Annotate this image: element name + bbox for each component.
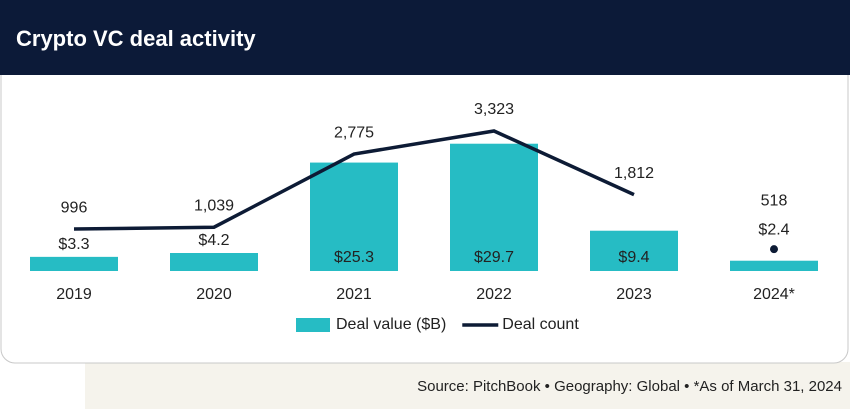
bar <box>310 162 398 271</box>
x-tick-label: 2023 <box>616 286 652 303</box>
x-tick-label: 2024* <box>753 286 795 303</box>
bar-value-label: $4.2 <box>198 232 229 249</box>
bar-value-label: $25.3 <box>334 249 374 266</box>
bar <box>590 230 678 271</box>
line-value-label: 1,812 <box>614 165 654 182</box>
header <box>0 0 850 75</box>
line-dot <box>770 245 778 254</box>
x-tick-label: 2020 <box>196 286 232 303</box>
line-value-label: 3,323 <box>474 101 514 118</box>
card <box>0 39 849 364</box>
bar-value-label: $3.3 <box>58 236 89 253</box>
bar-value-label: $2.4 <box>758 221 789 238</box>
line-value-label: 518 <box>761 192 788 209</box>
source: Source: PitchBook • Geography: Global • … <box>417 378 842 395</box>
x-tick-label: 2021 <box>336 286 372 303</box>
line-value-label: 1,039 <box>194 197 234 214</box>
bar-value-label: $29.7 <box>474 249 514 266</box>
x-tick-label: 2019 <box>56 286 92 303</box>
bar-value-label: $9.4 <box>618 249 649 266</box>
legend-label: Deal value ($B) <box>336 316 446 333</box>
bar <box>170 253 258 271</box>
chart-title: Crypto VC deal activity <box>16 26 256 51</box>
bar <box>730 260 818 271</box>
bar <box>450 143 538 271</box>
line <box>73 129 635 231</box>
legend-label: Deal count <box>502 316 579 333</box>
line-value-label: 996 <box>61 199 88 216</box>
bar <box>30 256 118 271</box>
x-tick-label: 2022 <box>476 286 512 303</box>
legend-swatch <box>296 318 330 332</box>
line-value-label: 2,775 <box>334 124 374 141</box>
footer-band <box>85 362 850 409</box>
